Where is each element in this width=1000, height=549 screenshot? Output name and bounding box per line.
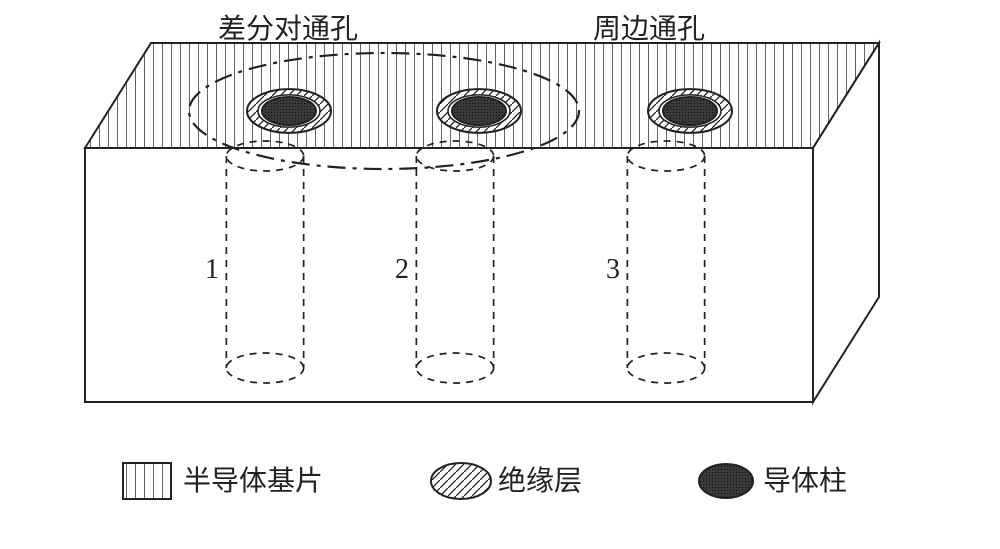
legend-substrate-icon <box>123 463 171 499</box>
legend-item-conductor: 导体柱 <box>699 464 847 498</box>
via-3-conductor-top <box>663 97 717 125</box>
label-peripheral-via: 周边通孔 <box>593 14 705 45</box>
label-differential-pair: 差分对通孔 <box>218 13 358 45</box>
legend-conductor-label: 导体柱 <box>763 465 847 497</box>
legend-item-insulation: 绝缘层 <box>431 463 582 499</box>
via-2-conductor-top <box>452 97 506 125</box>
via-1-conductor-top <box>262 97 316 125</box>
via-2-number-label: 2 <box>395 254 409 285</box>
legend-conductor-icon <box>699 464 753 498</box>
legend-insulation-label: 绝缘层 <box>498 465 582 497</box>
legend-item-substrate: 半导体基片 <box>123 463 323 499</box>
legend-substrate-label: 半导体基片 <box>183 465 323 497</box>
via-1-number-label: 1 <box>205 254 219 285</box>
via-3-number-label: 3 <box>606 254 620 285</box>
legend-insulation-icon <box>431 463 491 499</box>
